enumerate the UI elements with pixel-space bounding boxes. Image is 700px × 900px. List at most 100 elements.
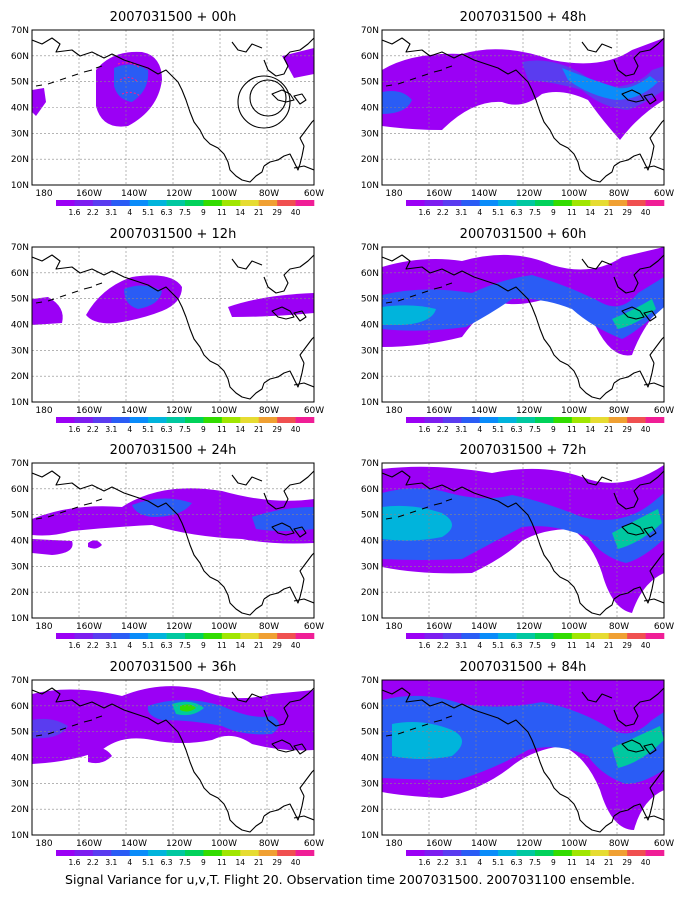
y-tick-label: 30N (361, 346, 379, 356)
colorbar-label: 40 (641, 425, 651, 434)
contour-region (88, 748, 112, 764)
colorbar-swatch (590, 850, 610, 856)
x-tick-label: 180 (35, 622, 52, 632)
colorbar-swatch (535, 633, 554, 639)
colorbar-swatch (295, 633, 315, 639)
panel-title: 2007031500 + 00h (110, 10, 237, 25)
colorbar-swatch (221, 633, 241, 639)
y-tick-label: 40N (11, 321, 29, 331)
colorbar-label: 9 (551, 641, 556, 650)
colorbar-label: 7.5 (179, 641, 191, 650)
x-tick-label: 160W (76, 406, 102, 416)
colorbar-swatch (571, 417, 591, 423)
colorbar-swatch (92, 417, 112, 423)
panel-72h: 2007031500 + 72h 10N 20N 30N 40N 50N 60N 70N 180… (361, 443, 674, 632)
x-tick-label: 140W (121, 189, 147, 199)
colorbar: 1.6 2.2 3.1 4 5.1 6.3 7.5 9 11 14 21 29 40 (406, 850, 665, 867)
colorbar-label: 7.5 (529, 425, 541, 434)
plot-frame (31, 29, 315, 186)
contour-region (252, 507, 314, 531)
y-tick-label: 60N (361, 52, 379, 62)
colorbar-label: 2.2 (87, 208, 99, 217)
colorbar-swatch (92, 200, 112, 206)
panel-12h: 2007031500 + 12h 10N 20N 30N 40N 50N 60N 70N 180… (11, 227, 324, 416)
y-tick-label: 20N (11, 155, 29, 165)
contour-region (612, 509, 662, 549)
x-tick-label: 140W (471, 622, 497, 632)
colorbar-swatch (166, 417, 186, 423)
y-tick-label: 20N (11, 372, 29, 382)
colorbar-swatch (645, 633, 665, 639)
y-tick-label: 50N (11, 295, 29, 305)
colorbar-label: 4 (127, 858, 132, 867)
colorbar-label: 14 (586, 858, 596, 867)
colorbar-swatch (92, 850, 112, 856)
colorbar-swatch (74, 633, 94, 639)
panel-00h: 2007031500 + 00h 10N 20N 30N 40N 50N 60N 70N 180… (11, 10, 324, 199)
y-tick-label: 30N (11, 129, 29, 139)
colorbar-swatch (148, 200, 167, 206)
x-tick-label: 100W (211, 622, 237, 632)
contour-region (612, 299, 656, 329)
colorbar-label: 3.1 (455, 858, 467, 867)
panel-title: 2007031500 + 48h (460, 10, 587, 25)
colorbar-swatch (56, 417, 75, 423)
colorbar-label: 14 (236, 641, 246, 650)
x-tick-label: 140W (121, 839, 147, 849)
colorbar-label: 1.6 (418, 641, 430, 650)
colorbar-swatch (424, 633, 444, 639)
colorbar-label: 29 (622, 208, 632, 217)
colorbar-label: 4 (477, 208, 482, 217)
colorbar-swatch (498, 417, 517, 423)
y-tick-label: 60N (11, 269, 29, 279)
x-tick-label: 80W (259, 189, 279, 199)
colorbar-swatch (535, 850, 554, 856)
colorbar-swatch (627, 417, 646, 423)
x-tick-label: 80W (609, 189, 629, 199)
colorbar-label: 29 (272, 425, 282, 434)
y-tick-label: 70N (361, 243, 379, 253)
colorbar-label: 5.1 (142, 858, 154, 867)
x-tick-label: 80W (259, 839, 279, 849)
y-tick-label: 10N (11, 614, 29, 624)
y-tick-label: 30N (361, 562, 379, 572)
x-tick-label: 60W (304, 189, 324, 199)
colorbar-label: 14 (236, 858, 246, 867)
y-tick-label: 30N (11, 346, 29, 356)
colorbar-label: 6.3 (511, 208, 523, 217)
colorbar-swatch (553, 633, 573, 639)
y-tick-label: 10N (11, 831, 29, 841)
colorbar-label: 9 (551, 208, 556, 217)
colorbar-label: 2.2 (437, 425, 449, 434)
x-tick-label: 120W (166, 189, 192, 199)
colorbar-swatch (185, 200, 204, 206)
panel-title: 2007031500 + 60h (460, 227, 587, 242)
colorbar-label: 5.1 (492, 425, 504, 434)
colorbar-swatch (111, 417, 131, 423)
gridlines (32, 30, 314, 185)
colorbar: 1.6 2.2 3.1 4 5.1 6.3 7.5 9 11 14 21 29 40 (56, 850, 315, 867)
colorbar-swatch (203, 850, 223, 856)
colorbar-swatch (645, 200, 665, 206)
x-tick-label: 160W (76, 839, 102, 849)
plot-frame (31, 462, 315, 619)
colorbar-swatch (74, 850, 94, 856)
contour-fills (382, 38, 664, 140)
colorbar-swatch (148, 850, 167, 856)
y-tick-label: 10N (361, 831, 379, 841)
colorbar-swatch (442, 417, 462, 423)
y-tick-label: 50N (361, 295, 379, 305)
x-tick-label: 60W (654, 189, 674, 199)
colorbar-swatch (56, 200, 75, 206)
colorbar: 1.6 2.2 3.1 4 5.1 6.3 7.5 9 11 14 21 29 40 (406, 200, 665, 217)
x-tick-label: 160W (426, 839, 452, 849)
colorbar-swatch (277, 417, 296, 423)
y-tick-label: 70N (11, 459, 29, 469)
gridlines (382, 30, 664, 185)
contour-region (382, 695, 664, 784)
x-tick-label: 80W (259, 406, 279, 416)
colorbar-swatch (424, 417, 444, 423)
colorbar-label: 11 (217, 858, 227, 867)
colorbar-label: 11 (567, 858, 577, 867)
